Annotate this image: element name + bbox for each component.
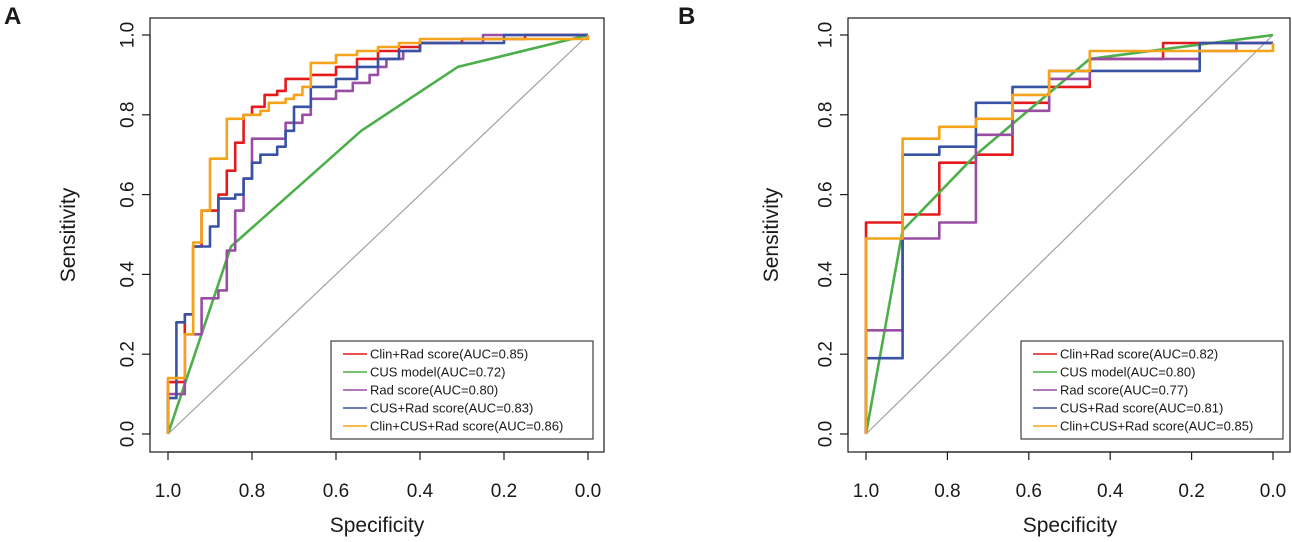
panel-b-x-tick-label: 0.4 — [1097, 481, 1124, 502]
panel-a-reference-diagonal — [167, 34, 589, 435]
panel-b-legend-label-2: CUS model(AUC=0.80) — [1060, 365, 1195, 380]
panel-b-y-tick-label: 0.2 — [816, 341, 837, 367]
panel-a-y-tick-label: 0.8 — [118, 102, 139, 128]
panel-a-label: A — [4, 3, 21, 30]
panel-b-y-axis-label: Sensitivity — [760, 187, 783, 282]
panel-b-x-tick-label: 0.6 — [1016, 481, 1042, 502]
panel-b-label: B — [678, 3, 695, 30]
panel-a-y-tick-label: 0.0 — [118, 421, 139, 447]
panel-a-x-axis: 1.0 0.8 0.6 0.4 0.2 0.0 — [155, 451, 601, 502]
panel-b-roc-curve-5 — [864, 43, 1275, 434]
panel-a-legend-label-5: Clin+CUS+Rad score(AUC=0.86) — [370, 419, 563, 434]
panel-a-y-axis: 0.0 0.2 0.4 0.6 0.8 1.0 — [118, 22, 151, 447]
panel-b-y-tick-label: 1.0 — [816, 22, 837, 48]
panel-a: A 1.0 0.8 0.6 0.4 0.2 0.0 0.00.20.40.60.81.0 … — [4, 3, 605, 537]
panel-a-legend-label-4: CUS+Rad score(AUC=0.83) — [370, 401, 533, 416]
panel-a-legend-label-1: Clin+Rad score(AUC=0.85) — [370, 347, 528, 362]
panel-b-y-tick-label: 0.6 — [816, 181, 837, 207]
panel-a-roc-curves — [166, 33, 590, 435]
panel-a-roc-curve-2 — [166, 33, 589, 435]
panel-a-x-tick-label: 1.0 — [155, 481, 181, 502]
panel-a-y-tick-label: 0.4 — [118, 261, 139, 288]
panel-a-x-tick-label: 0.2 — [491, 481, 517, 502]
panel-b-x-tick-label: 0.8 — [934, 481, 960, 502]
panel-a-x-axis-label: Specificity — [330, 514, 425, 537]
panel-b-legend-box — [1020, 340, 1284, 440]
panel-b-legend: Clin+Rad score(AUC=0.82) CUS model(AUC=0.… — [1020, 340, 1284, 440]
panel-b-legend-label-1: Clin+Rad score(AUC=0.82) — [1060, 347, 1218, 362]
panel-b-reference-diagonal — [865, 34, 1274, 435]
panel-b: B 1.0 0.8 0.6 0.4 0.2 0.0 0.00.20.40.60.81.0 … — [678, 3, 1291, 537]
panel-b-y-tick-label: 0.8 — [816, 102, 837, 128]
panel-a-roc-curve-5 — [166, 35, 590, 434]
panel-b-y-tick-label: 0.0 — [816, 421, 837, 447]
panel-a-legend-label-3: Rad score(AUC=0.80) — [370, 383, 498, 398]
panel-a-legend: Clin+Rad score(AUC=0.85) CUS model(AUC=0.… — [330, 340, 594, 440]
panel-a-y-tick-label: 1.0 — [118, 22, 139, 48]
panel-a-x-tick-label: 0.0 — [575, 481, 601, 502]
panel-b-x-tick-label: 0.0 — [1260, 481, 1286, 502]
panel-b-y-tick-label: 0.4 — [816, 261, 837, 288]
panel-a-legend-label-2: CUS model(AUC=0.72) — [370, 365, 505, 380]
panel-b-legend-label-5: Clin+CUS+Rad score(AUC=0.85) — [1060, 419, 1253, 434]
panel-b-legend-label-3: Rad score(AUC=0.77) — [1060, 383, 1188, 398]
panel-a-y-tick-label: 0.2 — [118, 341, 139, 367]
panel-a-y-axis-label: Sensitivity — [57, 187, 80, 282]
panel-b-x-axis-label: Specificity — [1023, 514, 1118, 537]
panel-b-x-tick-label: 0.2 — [1178, 481, 1204, 502]
panel-b-roc-curve-4 — [864, 41, 1273, 434]
panel-b-y-axis: 0.0 0.2 0.4 0.6 0.8 1.0 — [816, 22, 849, 447]
panel-a-y-tick-label: 0.6 — [118, 181, 139, 207]
panel-b-x-axis: 1.0 0.8 0.6 0.4 0.2 0.0 — [853, 451, 1286, 502]
panel-a-x-tick-label: 0.8 — [239, 481, 265, 502]
panel-b-x-tick-label: 1.0 — [853, 481, 879, 502]
panel-a-x-tick-label: 0.6 — [323, 481, 349, 502]
panel-b-legend-label-4: CUS+Rad score(AUC=0.81) — [1060, 401, 1223, 416]
panel-b-roc-curves — [864, 33, 1275, 435]
panel-a-x-tick-label: 0.4 — [407, 481, 434, 502]
panel-a-legend-box — [330, 340, 594, 440]
